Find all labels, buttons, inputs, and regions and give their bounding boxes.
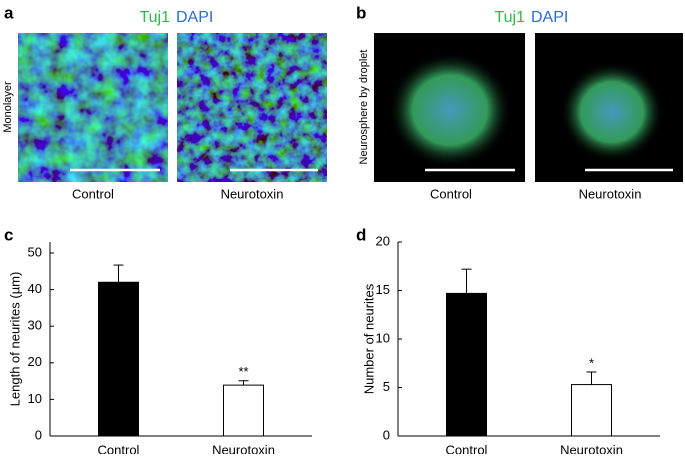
micrograph: [177, 33, 327, 182]
y-tick-label: 40: [28, 281, 42, 296]
panel-label: b: [356, 3, 366, 22]
stain-label: Tuj1: [494, 9, 525, 26]
y-tick-label: 20: [28, 354, 42, 369]
x-tick-label: Control: [98, 442, 140, 454]
caption: Neurotoxin: [579, 186, 642, 201]
caption: Control: [72, 186, 114, 201]
side-label: Neurosphere by droplet: [358, 50, 370, 165]
panel-label: c: [4, 225, 13, 244]
stain-label: Tuj1: [139, 9, 170, 26]
micrograph: [18, 33, 168, 182]
y-tick-label: 0: [383, 427, 390, 442]
x-tick-label: Neurotoxin: [212, 442, 275, 454]
stain-label: DAPI: [176, 9, 213, 26]
y-tick-label: 30: [28, 318, 42, 333]
y-tick-label: 50: [28, 244, 42, 259]
y-axis-label: Number of neurites: [361, 283, 376, 394]
significance: **: [238, 364, 248, 379]
y-axis-label: Length of neurites (µm): [7, 272, 22, 407]
stain-label: DAPI: [531, 9, 568, 26]
x-tick-label: Neurotoxin: [560, 442, 623, 454]
x-tick-label: Control: [446, 442, 488, 454]
y-tick-label: 15: [376, 282, 390, 297]
y-tick-label: 10: [28, 391, 42, 406]
bar: [571, 384, 612, 437]
y-tick-label: 5: [383, 379, 390, 394]
y-tick-label: 20: [376, 233, 390, 248]
bar: [446, 292, 487, 437]
y-tick-label: 0: [35, 427, 42, 442]
panel-label: d: [356, 225, 366, 244]
caption: Neurotoxin: [221, 186, 284, 201]
neurosphere: [560, 62, 664, 162]
bar: [98, 281, 139, 437]
neurosphere: [388, 52, 512, 168]
panel-label: a: [4, 3, 14, 22]
side-label: Monolayer: [2, 81, 14, 133]
significance: *: [589, 355, 594, 370]
caption: Control: [430, 186, 472, 201]
y-tick-label: 10: [376, 330, 390, 345]
bar: [223, 384, 264, 437]
